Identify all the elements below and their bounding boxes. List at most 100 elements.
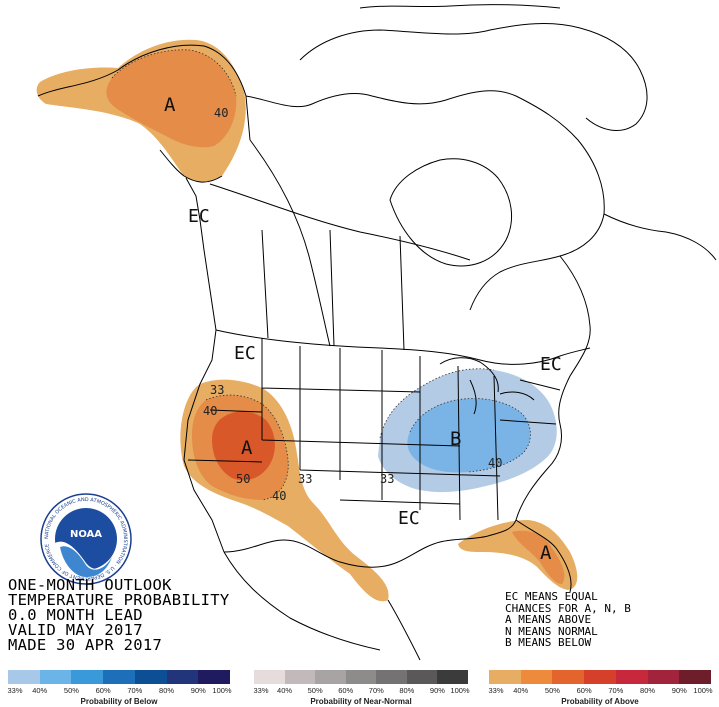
alaska-above-40-area xyxy=(106,49,237,148)
title-line-4: VALID MAY 2017 xyxy=(8,621,143,639)
legend-line-1: EC MEANS EQUAL xyxy=(505,590,598,603)
above-scale-tick-label: 50% xyxy=(544,686,560,695)
legend-line-3: A MEANS ABOVE xyxy=(505,613,592,627)
map-outlines xyxy=(37,4,717,661)
above-scale-swatch xyxy=(552,670,585,684)
southwest-above-letter: A xyxy=(241,437,253,459)
east-below-40-area xyxy=(407,398,531,473)
near-scale-tick-label: 33% xyxy=(253,686,269,695)
below-scale-swatch xyxy=(71,670,104,684)
title-line-1: ONE-MONTH OUTLOOK xyxy=(8,576,172,594)
near-normal-scale-title: Probability of Near-Normal xyxy=(310,697,412,706)
above-scale-tick-label: 40% xyxy=(513,686,529,695)
above-scale-tick-label: 33% xyxy=(488,686,504,695)
noaa-logo: NOAA NATIONAL OCEANIC AND ATMOSPHERIC AD… xyxy=(40,493,132,585)
near-scale-tick-label: 50% xyxy=(307,686,323,695)
sw-33-contour-label: 33 xyxy=(210,383,225,397)
central-33-contour-label: 33 xyxy=(298,472,313,486)
gulf-coast xyxy=(223,519,517,568)
above-color-scale xyxy=(489,670,711,684)
below-scale-tick-label: 60% xyxy=(95,686,111,695)
florida-above-letter: A xyxy=(540,542,552,564)
ec-label-northwest: EC xyxy=(188,206,210,227)
above-scale-title: Probability of Above xyxy=(561,697,639,706)
below-scale-swatch xyxy=(166,670,199,684)
near-scale-swatch xyxy=(254,670,285,684)
near-scale-tick-label: 80% xyxy=(399,686,415,695)
arctic-coast xyxy=(245,90,717,311)
title-line-3: 0.0 MONTH LEAD xyxy=(8,606,143,624)
sw-40-left-contour-label: 40 xyxy=(203,404,218,418)
title-line-2: TEMPERATURE PROBABILITY xyxy=(8,591,230,609)
near-scale-tick-label: 100% xyxy=(450,686,470,695)
florida-above-40-area xyxy=(512,530,565,584)
near-scale-tick-label: 90% xyxy=(429,686,445,695)
title-line-5: MADE 30 APR 2017 xyxy=(8,636,163,654)
above-scale-swatch xyxy=(647,670,680,684)
near-scale-tick-label: 40% xyxy=(277,686,293,695)
below-color-scale xyxy=(8,670,230,684)
near-scale-swatch xyxy=(437,670,468,684)
ec-label-northeast: EC xyxy=(540,354,562,375)
near-scale-tick-label: 70% xyxy=(368,686,384,695)
below-scale-swatch xyxy=(134,670,167,684)
legend-line-5: B MEANS BELOW xyxy=(505,636,592,650)
near-scale-swatch xyxy=(406,670,438,684)
above-scale-tick-label: 60% xyxy=(576,686,592,695)
ec-label-south: EC xyxy=(398,508,420,529)
hudson-bay xyxy=(389,158,512,267)
province-lines xyxy=(209,139,471,351)
ec-label-west: EC xyxy=(234,343,256,364)
below-scale-swatch xyxy=(198,670,230,684)
near-scale-swatch xyxy=(315,670,346,684)
alaska-40-contour-label: 40 xyxy=(214,106,229,120)
great-lakes xyxy=(439,357,535,415)
north-america-map xyxy=(36,4,717,661)
noaa-logo-text: NOAA xyxy=(70,529,102,540)
above-scale-swatch xyxy=(615,670,648,684)
above-scale-ticks: 33% 40% 50% 60% 70% 80% 90% 100% xyxy=(488,686,713,696)
legend-explanation: EC MEANS EQUAL CHANCES FOR A, N, B A MEA… xyxy=(505,591,631,649)
below-scale-tick-label: 80% xyxy=(159,686,175,695)
below-scale-tick-label: 70% xyxy=(127,686,143,695)
below-scale-tick-label: 33% xyxy=(7,686,23,695)
near-scale-swatch xyxy=(284,670,316,684)
sw-40-bottom-contour-label: 40 xyxy=(272,489,287,503)
alaska-above-letter: A xyxy=(164,94,176,116)
legend-line-2: CHANCES FOR A, N, B xyxy=(505,601,631,615)
probability-shading xyxy=(36,39,578,602)
east-40-contour-label: 40 xyxy=(488,456,503,470)
outlook-title-block: ONE-MONTH OUTLOOK TEMPERATURE PROBABILIT… xyxy=(8,576,230,654)
above-scale-swatch xyxy=(489,670,521,684)
below-scale-swatch xyxy=(8,670,40,684)
below-scale-tick-label: 40% xyxy=(32,686,48,695)
southwest-above-50-area xyxy=(212,411,275,481)
east-below-letter: B xyxy=(450,428,462,450)
below-scale-tick-label: 100% xyxy=(212,686,232,695)
near-scale-swatch xyxy=(345,670,377,684)
near-normal-color-scale xyxy=(254,670,468,684)
below-scale-tick-label: 50% xyxy=(63,686,79,695)
us-canada-border xyxy=(215,329,591,365)
legend-line-4: N MEANS NORMAL xyxy=(505,624,598,638)
near-scale-tick-label: 60% xyxy=(338,686,354,695)
above-scale-tick-label: 100% xyxy=(693,686,713,695)
above-scale-tick-label: 80% xyxy=(640,686,656,695)
below-scale-swatch xyxy=(39,670,72,684)
above-scale-tick-label: 70% xyxy=(608,686,624,695)
above-scale-swatch xyxy=(584,670,616,684)
contour-lines xyxy=(111,49,531,501)
near-scale-swatch xyxy=(376,670,407,684)
below-scale-swatch xyxy=(103,670,135,684)
alaska-coast xyxy=(37,44,251,553)
east-coast xyxy=(515,255,591,593)
near-normal-scale-ticks: 33% 40% 50% 60% 70% 80% 90% 100% xyxy=(253,686,470,696)
above-scale-tick-label: 90% xyxy=(671,686,687,695)
east-33-contour-label: 33 xyxy=(380,472,395,486)
sw-50-contour-label: 50 xyxy=(236,472,251,486)
mexico-coast xyxy=(223,551,421,661)
below-scale-ticks: 33% 40% 50% 60% 70% 80% 90% 100% xyxy=(7,686,232,696)
below-scale-title: Probability of Below xyxy=(80,697,158,706)
arctic-islands xyxy=(299,4,648,132)
